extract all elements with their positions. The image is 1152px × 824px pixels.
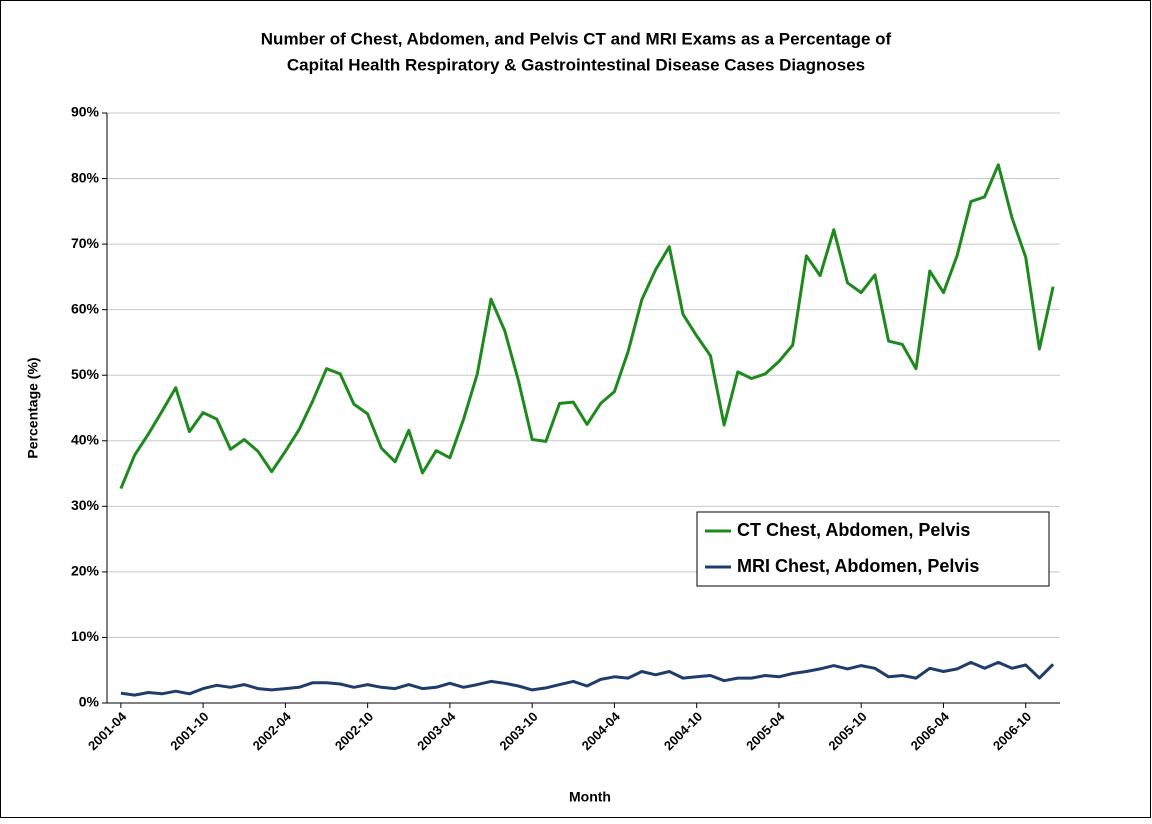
y-tick-label: 20% [71, 563, 100, 579]
y-tick-label: 70% [71, 235, 100, 251]
x-axis-label: Month [569, 789, 611, 805]
legend-label: CT Chest, Abdomen, Pelvis [737, 520, 970, 540]
legend-box [696, 511, 1050, 587]
y-tick-label: 10% [71, 628, 100, 644]
y-tick-label: 60% [71, 300, 100, 316]
y-tick-label: 90% [71, 104, 100, 120]
y-tick-label: 80% [71, 169, 100, 185]
series-line [119, 163, 1055, 490]
y-tick-label: 50% [71, 366, 100, 382]
chart-title: Number of Chest, Abdomen, and Pelvis CT … [261, 29, 892, 48]
chart-title: Capital Health Respiratory & Gastrointes… [287, 55, 865, 74]
y-tick-label: 0% [79, 694, 100, 710]
series-line [120, 660, 1055, 697]
y-tick-label: 30% [71, 497, 100, 513]
legend-label: MRI Chest, Abdomen, Pelvis [737, 556, 979, 576]
y-tick-label: 40% [71, 431, 100, 447]
y-axis-label: Percentage (%) [25, 357, 41, 458]
